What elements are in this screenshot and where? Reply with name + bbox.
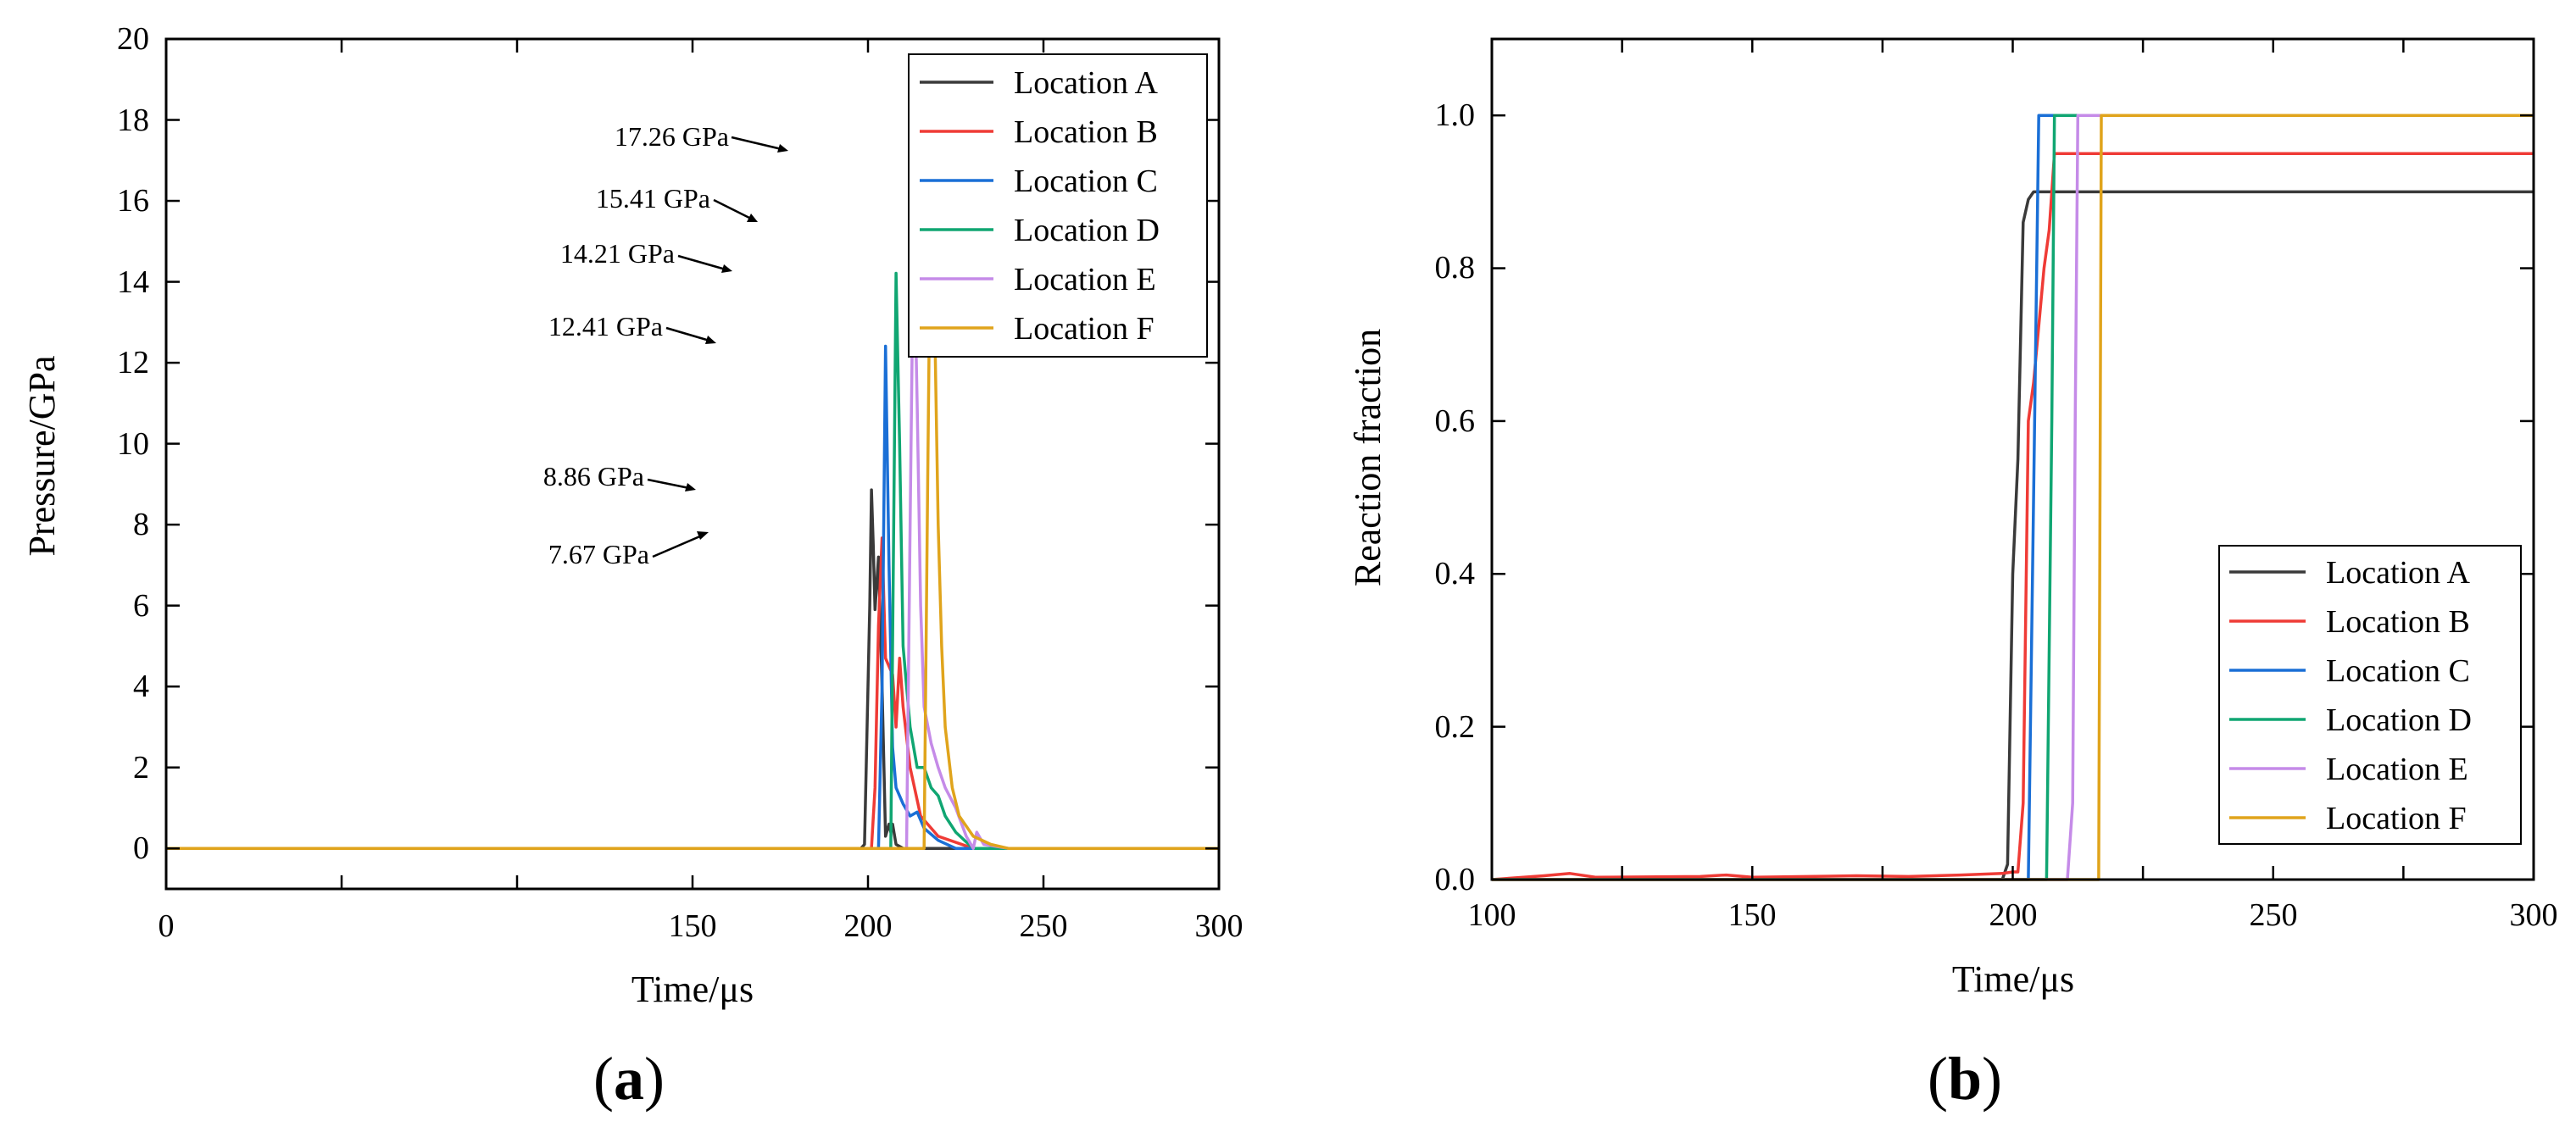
a-x-axis-title: Time/μs [631, 969, 754, 1010]
annotation-label: 12.41 GPa [548, 311, 663, 341]
a-ytick-label: 10 [117, 426, 149, 462]
annotation-arrowhead [747, 214, 758, 222]
legend-label: Location E [2326, 752, 2468, 787]
panel-b-plot-frame [1490, 37, 2535, 881]
b-x-axis-title: Time/μs [1952, 958, 2074, 1000]
annotation-arrow [647, 478, 690, 490]
annotation-arrow [677, 254, 726, 271]
annotation-label: 7.67 GPa [548, 539, 649, 569]
panel-a-plot-frame [164, 37, 1221, 891]
annotation-arrowhead [777, 144, 788, 153]
legend-label: Location F [1014, 311, 1154, 347]
annotation-arrow [652, 534, 703, 558]
legend-label: Location E [1014, 262, 1156, 297]
legend-frame [908, 53, 1208, 358]
a-ytick-label: 8 [133, 507, 149, 542]
b-xtick-label: 300 [2510, 897, 2558, 933]
panel-a-series [166, 148, 1219, 850]
b-ytick-label: 1.0 [1435, 97, 1476, 133]
a-xtick-label: 0 [159, 908, 175, 944]
legend-label: Location A [1014, 65, 1158, 101]
legend-entry-location-d: Location D [920, 213, 1160, 248]
series-line-location-b [166, 536, 1219, 850]
series-line-location-e [166, 223, 1219, 850]
a-ytick-label: 12 [117, 345, 149, 380]
legend-frame [2218, 545, 2522, 845]
annotation-label: 15.41 GPa [596, 183, 710, 214]
panel-a-label: (a) [593, 1045, 665, 1113]
legend-entry-location-c: Location C [920, 164, 1158, 199]
legend-entry-location-a: Location A [2229, 555, 2470, 591]
annotation-arrow [665, 326, 710, 342]
series-line-location-d [166, 271, 1219, 850]
b-xtick-label: 200 [1989, 897, 2038, 933]
legend-entry-location-d: Location D [2229, 702, 2472, 738]
annotation-arrowhead [721, 264, 732, 273]
legend-entry-location-a: Location A [920, 65, 1158, 101]
b-xtick-label: 150 [1728, 897, 1777, 933]
legend-label: Location F [2326, 801, 2467, 836]
a-ytick-label: 6 [133, 588, 149, 624]
panel-b: 0.0 0.2 0.4 0.6 0.8 1.0 100 150 200 250 … [1347, 37, 2558, 1113]
legend-label: Location B [1014, 114, 1158, 150]
legend-entry-location-b: Location B [2229, 604, 2470, 640]
legend-entry-location-e: Location E [2229, 752, 2468, 787]
legend-label: Location B [2326, 604, 2470, 640]
a-ytick-label: 2 [133, 750, 149, 786]
a-xtick-label: 200 [844, 908, 893, 944]
legend-label: Location C [2326, 653, 2470, 689]
b-y-axis-title: Reaction fraction [1347, 329, 1388, 586]
legend-entry-location-f: Location F [2229, 801, 2467, 836]
a-annotations: 17.26 GPa 15.41 GPa 14.21 GPa 12.41 GPa … [543, 121, 788, 569]
b-xtick-label: 250 [2250, 897, 2298, 933]
annotation-arrowhead [697, 531, 709, 540]
annotation-label: 8.86 GPa [543, 461, 644, 491]
a-ytick-label: 20 [117, 21, 149, 57]
a-ytick-label: 16 [117, 183, 149, 219]
a-y-axis-title: Pressure/GPa [21, 355, 63, 556]
panel-a: 0 2 4 6 8 10 12 14 16 18 20 0 150 200 25… [21, 21, 1243, 1113]
legend-label: Location D [1014, 213, 1160, 248]
annotation-arrow [731, 136, 782, 151]
legend-entry-location-c: Location C [2229, 653, 2470, 689]
legend-label: Location D [2326, 702, 2472, 738]
a-ytick-label: 4 [133, 669, 149, 704]
series-line-location-a [166, 488, 1219, 850]
legend-entry-location-f: Location F [920, 311, 1154, 347]
series-line-location-f [166, 148, 1219, 850]
a-xtick-label: 300 [1195, 908, 1243, 944]
annotation-arrowhead [705, 336, 716, 344]
panel-b-legend: Location A Location B Location C Locatio… [2218, 545, 2522, 845]
b-ytick-label: 0.8 [1435, 250, 1476, 286]
annotation-label: 17.26 GPa [615, 121, 729, 152]
b-ytick-label: 0.2 [1435, 709, 1476, 745]
b-ytick-label: 0.0 [1435, 862, 1476, 897]
a-xtick-label: 250 [1020, 908, 1068, 944]
series-line-location-c [166, 344, 1219, 850]
annotation-arrow [713, 198, 752, 220]
b-ytick-label: 0.6 [1435, 403, 1476, 439]
panel-a-legend: Location A Location B Location C Locatio… [908, 53, 1208, 358]
a-ytick-label: 14 [117, 264, 149, 300]
legend-label: Location A [2326, 555, 2470, 591]
legend-entry-location-e: Location E [920, 262, 1156, 297]
a-ytick-label: 18 [117, 103, 149, 138]
legend-entry-location-b: Location B [920, 114, 1158, 150]
legend-label: Location C [1014, 164, 1158, 199]
panel-b-label: (b) [1928, 1045, 2002, 1113]
a-xtick-label: 150 [669, 908, 717, 944]
annotation-arrowhead [685, 483, 696, 491]
a-ytick-label: 0 [133, 830, 149, 866]
annotation-label: 14.21 GPa [560, 238, 675, 269]
b-ytick-label: 0.4 [1435, 556, 1476, 591]
b-xtick-label: 100 [1468, 897, 1516, 933]
series-line-location-b [1491, 152, 2534, 881]
